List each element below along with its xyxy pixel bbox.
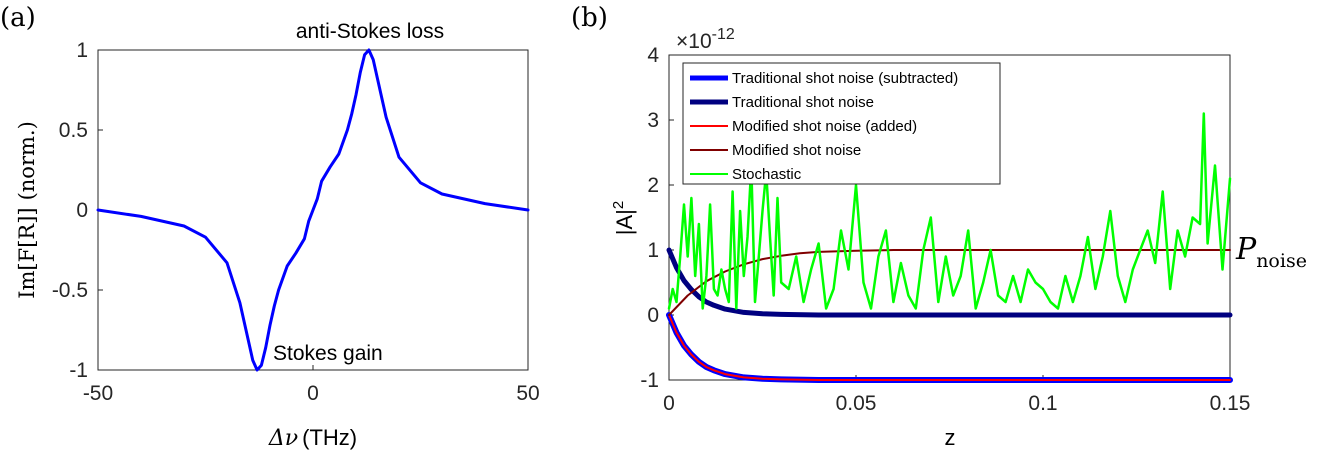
panel-a-xtick-label: 0 xyxy=(307,382,319,405)
p-noise-label: Pnoise xyxy=(1235,232,1307,272)
panel-a-ylabel: Im[F[R]] (norm.) xyxy=(15,121,39,299)
panel-b-ytick-label: 3 xyxy=(647,109,659,132)
panel-b-exponent-prefix: ×10 xyxy=(676,30,712,53)
panel-a-ytick-label: -0.5 xyxy=(52,279,88,302)
panel-a-ytick-label: 0 xyxy=(76,199,88,222)
panel-a-curves xyxy=(96,48,530,372)
panel-a-chart: -50 0 50 -1 -0.5 0 0.5 1 anti-Stokes loss Stoke… xyxy=(15,20,540,451)
legend-label-traditional-shot-noise-subtracted: Traditional shot noise (subtracted) xyxy=(732,70,958,87)
annotation-stokes: Stokes gain xyxy=(273,342,383,365)
panel-a-xlabel: Δν (THz) xyxy=(268,425,357,451)
panel-a-ylabel-main: Im[F[R]] xyxy=(15,207,39,298)
panel-b-ylabel-main: |A| xyxy=(612,209,637,235)
panel-a-xtick-label: -50 xyxy=(83,382,113,405)
panel-b-exponent-power: -12 xyxy=(712,26,735,43)
panel-b-exponent: ×10-12 xyxy=(676,26,735,53)
legend-box xyxy=(682,62,1001,185)
legend-label-traditional-shot-noise: Traditional shot noise xyxy=(732,94,874,111)
panel-b-xtick-label: 0.1 xyxy=(1028,392,1057,415)
p-noise-sub: noise xyxy=(1256,250,1307,272)
panel-b-ytick-label: -1 xyxy=(640,369,659,392)
panel-b-legend: Traditional shot noise (subtracted) Tradi… xyxy=(682,62,1001,185)
panel-a-xlabel-symbol: Δν xyxy=(268,426,298,451)
series-line-modified-shot-noise-added xyxy=(668,314,1231,381)
panel-b-xtick-label: 0 xyxy=(663,392,675,415)
panel-a-xlabel-unit: (THz) xyxy=(302,425,357,450)
series-line-traditional-shot-noise-subtracted xyxy=(666,312,1233,383)
legend-label-modified-shot-noise: Modified shot noise xyxy=(732,142,861,159)
panel-a-ytick-label: 0.5 xyxy=(59,119,88,142)
p-noise-main: P xyxy=(1235,232,1257,267)
panel-a-ticks: -50 0 50 -1 -0.5 0 0.5 1 xyxy=(52,39,540,405)
panel-b-ylabel: |A|2 xyxy=(610,201,637,235)
panel-b-label: (b) xyxy=(571,3,608,33)
panel-b-ylabel-sup: 2 xyxy=(610,201,627,209)
panel-a-ytick-label: -1 xyxy=(69,359,88,382)
panel-b-xlabel: z xyxy=(945,425,956,450)
legend-label-stochastic: Stochastic xyxy=(732,166,802,183)
series-line-traditional-shot-noise xyxy=(666,247,1233,318)
panel-b-ytick-label: 2 xyxy=(647,174,659,197)
panel-b-curves xyxy=(666,112,1233,383)
panel-b-ytick-label: 0 xyxy=(647,304,659,327)
annotation-anti-stokes: anti-Stokes loss xyxy=(296,20,444,43)
panel-a-label: (a) xyxy=(0,3,36,33)
legend-label-modified-shot-noise-added: Modified shot noise (added) xyxy=(732,118,917,135)
panel-b-ytick-label: 1 xyxy=(647,239,659,262)
series-line-im-f-r xyxy=(96,48,530,372)
panel-b-xtick-label: 0.15 xyxy=(1210,392,1251,415)
panel-a-xtick-label: 50 xyxy=(516,382,539,405)
panel-a-ytick-label: 1 xyxy=(76,39,88,62)
panel-b-ytick-label: 4 xyxy=(647,44,659,67)
panel-a-ylabel-suffix: (norm.) xyxy=(15,121,39,200)
series-line-stochastic xyxy=(667,112,1232,310)
panel-b-xtick-label: 0.05 xyxy=(836,392,877,415)
